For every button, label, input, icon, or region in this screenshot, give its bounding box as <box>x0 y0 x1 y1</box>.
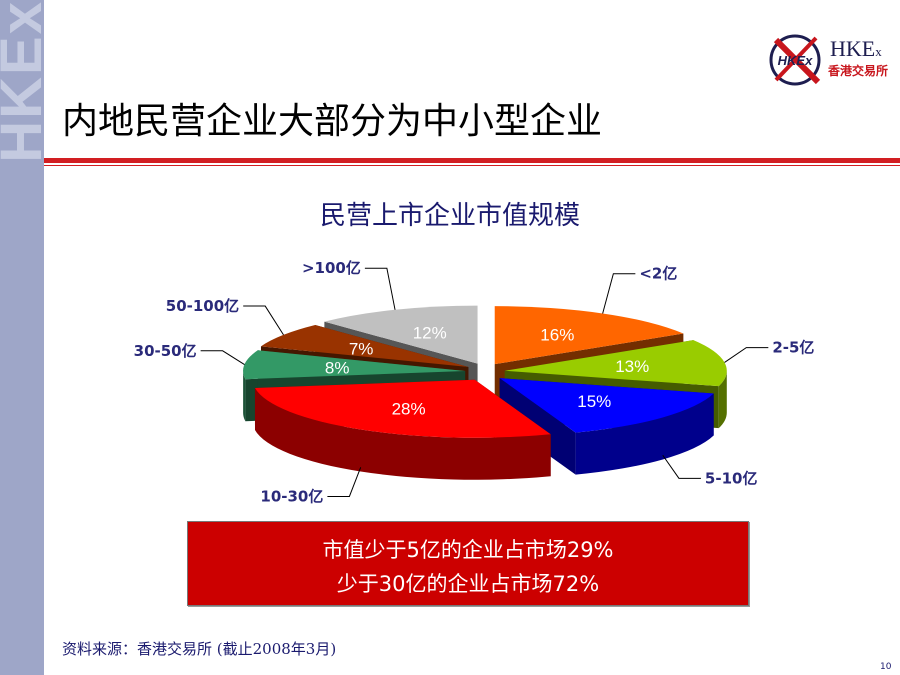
summary-line-2: 少于30亿的企业占市场72% <box>336 572 600 596</box>
title-divider-thin <box>44 165 900 166</box>
slice-category-label-4: 30-50亿 <box>134 342 197 360</box>
slice-category-label-5: 50-100亿 <box>166 297 239 315</box>
pie-slice-2 <box>499 378 714 475</box>
slice-value-label-6: 12% <box>413 323 447 342</box>
pie-slice-top-1 <box>504 340 727 387</box>
source-note: 资料来源：香港交易所 (截止2008年3月) <box>62 640 337 658</box>
slice-category-label-2: 5-10亿 <box>705 469 758 487</box>
pie-slice-top-4 <box>243 350 466 380</box>
slice-value-label-5: 7% <box>349 339 374 358</box>
pie-slice-side-1 <box>718 370 727 429</box>
summary-box: 市值少于5亿的企业占市场29% 少于30亿的企业占市场72% <box>187 521 749 606</box>
leader-line-2 <box>662 454 701 479</box>
slice-value-label-3: 28% <box>392 400 426 419</box>
slice-category-label-1: 2-5亿 <box>772 339 814 357</box>
logo-text-sub: x <box>875 44 882 59</box>
logo-text-main: HKE <box>830 36 876 61</box>
pie-slice-3 <box>254 379 551 480</box>
pie-slice-top-0 <box>494 306 684 365</box>
slice-value-label-4: 8% <box>325 358 350 377</box>
pie-slice-side-4 <box>243 371 246 422</box>
leader-line-4 <box>200 350 245 365</box>
pie-slice-side-2 <box>575 393 714 475</box>
pie-slice-side-3 <box>254 387 551 480</box>
leader-line-3 <box>327 467 362 497</box>
page-title: 内地民营企业大部分为中小型企业 <box>62 101 603 142</box>
pie-slice-top-3 <box>254 379 551 438</box>
leader-line-1 <box>724 347 769 363</box>
side-bar: HKEx <box>0 0 44 675</box>
slice-category-label-6: >100亿 <box>302 259 361 277</box>
hkex-logo-icon: HKEx <box>769 34 821 86</box>
title-divider <box>44 158 900 163</box>
slice-category-label-3: 10-30亿 <box>260 487 323 505</box>
slice-value-label-2: 15% <box>577 392 611 411</box>
leader-line-6 <box>364 267 396 310</box>
pie-slice-top-5 <box>260 325 469 368</box>
page-number: 10 <box>880 662 892 672</box>
chart-title: 民营上市企业市值规模 <box>319 201 580 231</box>
logo-chinese: 香港交易所 <box>828 64 889 78</box>
logo-text: HKEx <box>830 36 882 62</box>
summary-line-1: 市值少于5亿的企业占市场29% <box>322 538 614 562</box>
pie-slice-top-6 <box>324 305 478 364</box>
hkex-logo: HKEx HKEx 香港交易所 <box>768 30 888 90</box>
slice-category-label-0: <2亿 <box>639 265 677 283</box>
slice-value-label-1: 13% <box>615 357 649 376</box>
leader-line-5 <box>243 305 284 336</box>
pie-slice-top-2 <box>499 378 714 433</box>
logo-circle-text: HKEx <box>778 53 813 68</box>
slice-value-label-0: 16% <box>540 326 574 345</box>
leader-line-0 <box>602 273 636 314</box>
